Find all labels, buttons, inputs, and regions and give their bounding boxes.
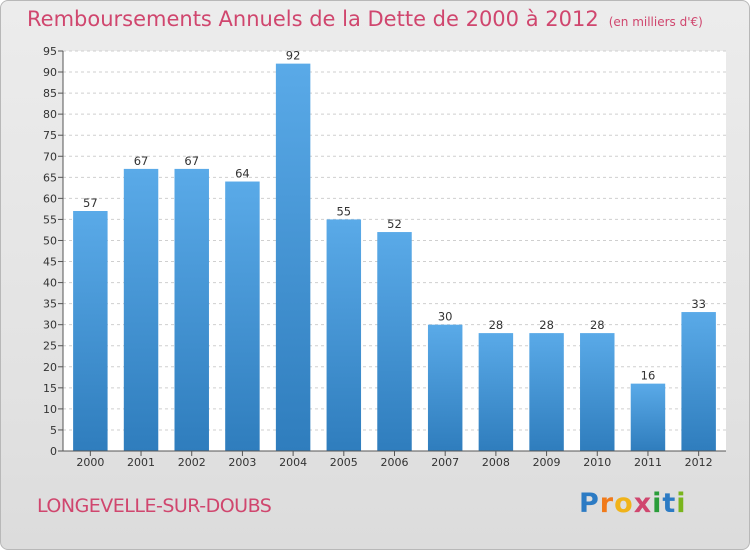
brand-letter: P	[579, 488, 600, 519]
bar	[174, 168, 209, 452]
axes: 0 5 10 15 20 25 30 35 40 45 50 55 60 65 70 75 80 85 90 95 20…	[43, 45, 726, 469]
bar	[681, 312, 716, 451]
bar	[427, 324, 463, 451]
y-tick-label: 15	[43, 382, 57, 395]
x-tick-label: 2001	[127, 456, 155, 469]
y-tick-label: 95	[43, 45, 57, 58]
bar-value-label: 64	[235, 167, 250, 181]
bar	[73, 211, 108, 451]
x-tick-label: 2012	[685, 456, 713, 469]
bar-value-label: 57	[83, 196, 98, 210]
bar-value-label: 28	[539, 318, 554, 332]
y-tick-label: 80	[43, 108, 57, 121]
bar-value-label: 67	[134, 154, 149, 168]
bar	[580, 333, 615, 451]
y-tick-label: 45	[43, 256, 57, 269]
bar-value-label: 16	[641, 369, 656, 383]
bar-value-label: 33	[691, 297, 706, 311]
y-tick-label: 90	[43, 66, 57, 79]
y-tick-label: 30	[43, 319, 57, 332]
title-row: Remboursements Annuels de la Dette de 20…	[27, 7, 703, 37]
x-tick-label: 2003	[228, 456, 256, 469]
y-tick-label: 70	[43, 150, 57, 163]
bar-value-label: 92	[286, 49, 301, 63]
bar	[275, 63, 311, 451]
bar-value-label: 67	[184, 154, 199, 168]
bar	[529, 333, 564, 451]
y-tick-label: 40	[43, 277, 57, 290]
y-tick-label: 85	[43, 87, 57, 100]
y-tick-label: 65	[43, 171, 57, 184]
x-tick-label: 2002	[178, 456, 206, 469]
y-tick-label: 0	[50, 445, 57, 458]
bar	[326, 219, 362, 451]
brand-letter: i	[652, 488, 663, 519]
y-tick-label: 35	[43, 298, 57, 311]
y-tick-label: 75	[43, 129, 57, 142]
chart-unit: (en milliers d'€)	[608, 15, 703, 29]
y-tick-label: 25	[43, 340, 57, 353]
y-tick-label: 50	[43, 234, 57, 247]
x-tick-label: 2000	[76, 456, 104, 469]
bar-value-label: 55	[336, 204, 351, 218]
x-tick-label: 2005	[330, 456, 358, 469]
bar-value-label: 28	[590, 318, 605, 332]
brand-logo: Proxiti	[579, 488, 687, 519]
bar	[123, 168, 159, 452]
x-tick-label: 2011	[634, 456, 662, 469]
x-tick-label: 2008	[482, 456, 510, 469]
x-tick-label: 2009	[533, 456, 561, 469]
bar-value-label: 30	[438, 310, 453, 324]
y-tick-label: 55	[43, 213, 57, 226]
y-tick-label: 5	[50, 424, 57, 437]
chart-title: Remboursements Annuels de la Dette de 20…	[27, 7, 599, 31]
y-tick-label: 10	[43, 403, 57, 416]
brand-letter: x	[633, 488, 653, 519]
bar	[630, 383, 666, 451]
brand-letter: t	[662, 488, 677, 519]
bar	[478, 333, 514, 451]
commune-name: LONGEVELLE-SUR-DOUBS	[37, 495, 272, 517]
brand-letter: r	[599, 488, 615, 519]
bar-value-label: 28	[489, 318, 504, 332]
x-tick-label: 2007	[431, 456, 459, 469]
brand-letter: o	[614, 488, 634, 519]
bar	[225, 181, 260, 452]
x-tick-label: 2010	[583, 456, 611, 469]
bars: 57 67 67 64 92 55 52 30 28 28 28 16 33	[73, 49, 716, 452]
brand-letter: i	[676, 488, 687, 519]
y-tick-label: 60	[43, 192, 57, 205]
x-tick-label: 2006	[381, 456, 409, 469]
y-tick-label: 20	[43, 361, 57, 374]
bar-value-label: 52	[387, 217, 402, 231]
x-tick-label: 2004	[279, 456, 307, 469]
bar	[377, 232, 412, 451]
